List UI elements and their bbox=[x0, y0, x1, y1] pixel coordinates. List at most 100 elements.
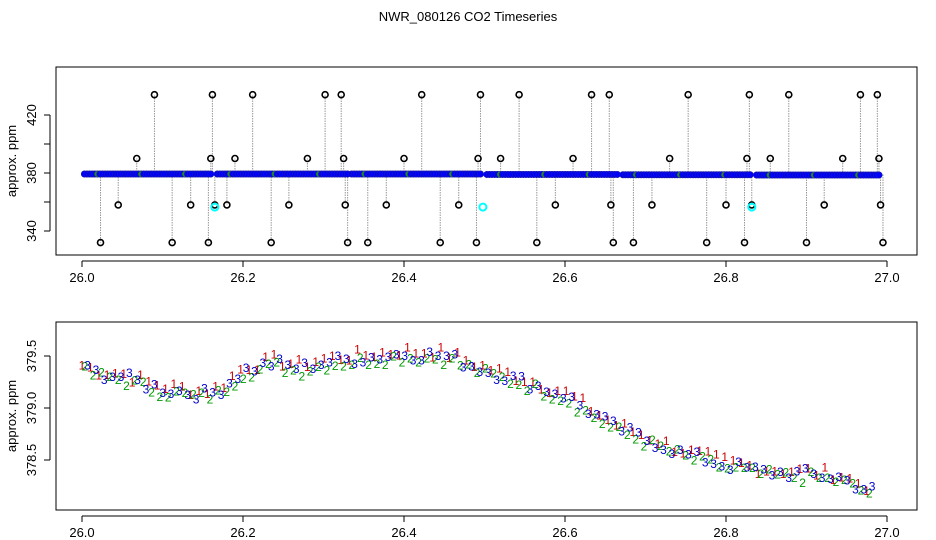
series-1-point: 1 bbox=[262, 350, 269, 364]
series-1-point: 1 bbox=[229, 369, 236, 383]
outlier-point bbox=[743, 154, 751, 163]
series-2-point: 2 bbox=[591, 411, 598, 425]
series-2-point: 2 bbox=[490, 367, 497, 381]
series-1-point: 1 bbox=[312, 355, 319, 369]
series-3-point: 3 bbox=[393, 348, 400, 362]
series-1-point: 1 bbox=[429, 351, 436, 365]
series-1-point: 1 bbox=[579, 391, 586, 405]
series-2-point: 2 bbox=[424, 352, 431, 366]
series-3-point: 3 bbox=[593, 407, 600, 421]
series-1-point: 1 bbox=[563, 384, 570, 398]
series-3-point: 3 bbox=[493, 373, 500, 387]
series-1-point: 1 bbox=[162, 382, 169, 396]
series-1-point: 1 bbox=[504, 365, 511, 379]
series-2-point: 2 bbox=[399, 355, 406, 369]
series-3-point: 3 bbox=[118, 370, 125, 384]
series-2-point: 2 bbox=[674, 443, 681, 457]
series-2-point: 2 bbox=[415, 356, 422, 370]
series-2-point: 2 bbox=[182, 386, 189, 400]
series-3-point: 3 bbox=[535, 379, 542, 393]
series-1-point: 1 bbox=[246, 363, 253, 377]
outlier-point bbox=[168, 238, 176, 247]
series-1-point: 1 bbox=[471, 360, 478, 374]
series-3-point: 3 bbox=[168, 387, 175, 401]
series-2-point: 2 bbox=[716, 461, 723, 475]
outlier-point bbox=[150, 90, 159, 99]
series-1-point: 1 bbox=[145, 374, 152, 388]
series-3-point: 3 bbox=[410, 353, 417, 367]
series-1-point: 1 bbox=[446, 351, 453, 365]
series-3-point: 3 bbox=[552, 387, 559, 401]
series-3-point: 3 bbox=[635, 426, 642, 440]
series-3-point: 3 bbox=[276, 352, 283, 366]
series-3-point: 3 bbox=[259, 356, 266, 370]
outlier-point bbox=[454, 201, 463, 209]
outlier-point bbox=[496, 154, 505, 163]
series-1-point: 1 bbox=[546, 386, 553, 400]
chart-title: NWR_080126 CO2 Timeseries bbox=[378, 9, 558, 24]
outlier-point bbox=[875, 154, 883, 163]
outlier-point bbox=[400, 154, 408, 163]
series-1-point: 1 bbox=[104, 368, 111, 382]
series-2-point: 2 bbox=[257, 362, 264, 376]
series-2-point: 2 bbox=[123, 379, 130, 393]
lower-x-tick-label: 26.0 bbox=[69, 525, 94, 540]
series-2-point: 2 bbox=[566, 397, 573, 411]
outlier-point bbox=[248, 90, 257, 99]
series-1-point: 1 bbox=[771, 465, 778, 479]
series-3-point: 3 bbox=[794, 464, 801, 478]
series-1-point: 1 bbox=[688, 443, 695, 457]
series-3-point: 3 bbox=[176, 384, 183, 398]
outlier-point bbox=[223, 201, 231, 209]
series-1-point: 1 bbox=[221, 381, 228, 395]
series-3-point: 3 bbox=[343, 352, 350, 366]
series-1-point: 1 bbox=[387, 347, 394, 361]
lower-x-tick-label: 26.8 bbox=[713, 525, 738, 540]
series-2-point: 2 bbox=[207, 393, 214, 407]
series-3-point: 3 bbox=[810, 467, 817, 481]
series-3-point: 3 bbox=[510, 369, 517, 383]
series-2-point: 2 bbox=[707, 453, 714, 467]
outlier-point bbox=[207, 154, 215, 163]
series-2-point: 2 bbox=[148, 385, 155, 399]
outlier-point bbox=[856, 90, 865, 99]
outlier-point bbox=[784, 90, 793, 99]
series-1-point: 1 bbox=[120, 367, 127, 381]
series-2-point: 2 bbox=[657, 439, 664, 453]
series-3-point: 3 bbox=[126, 366, 133, 380]
series-2-point: 2 bbox=[407, 352, 414, 366]
series-1-point: 1 bbox=[571, 390, 578, 404]
series-2-point: 2 bbox=[248, 371, 255, 385]
outlier-point bbox=[208, 90, 217, 99]
series-2-point: 2 bbox=[140, 375, 147, 389]
series-2-point: 2 bbox=[81, 359, 88, 373]
series-3-point: 3 bbox=[401, 349, 408, 363]
series-3-point: 3 bbox=[869, 479, 876, 493]
series-2-point: 2 bbox=[457, 358, 464, 372]
series-1-point: 1 bbox=[346, 354, 353, 368]
series-3-point: 3 bbox=[109, 370, 116, 384]
series-2-point: 2 bbox=[332, 359, 339, 373]
outlier-point bbox=[684, 90, 692, 99]
upper-y-tick-label: 380 bbox=[24, 162, 39, 184]
series-1-point: 1 bbox=[479, 358, 486, 372]
series-1-point: 1 bbox=[87, 360, 94, 374]
lower-y-tick-label: 379.5 bbox=[24, 340, 39, 373]
series-1-point: 1 bbox=[337, 353, 344, 367]
series-2-point: 2 bbox=[641, 439, 648, 453]
series-1-point: 1 bbox=[696, 444, 703, 458]
outlier-point bbox=[515, 90, 523, 99]
series-3-point: 3 bbox=[468, 360, 475, 374]
series-2-point: 2 bbox=[557, 394, 564, 408]
series-3-point: 3 bbox=[368, 350, 375, 364]
series-2-point: 2 bbox=[465, 358, 472, 372]
upper-y-tick-label: 340 bbox=[24, 220, 39, 242]
series-3-point: 3 bbox=[209, 385, 216, 399]
series-2-point: 2 bbox=[774, 467, 781, 481]
series-2-point: 2 bbox=[766, 463, 773, 477]
highlight-point bbox=[478, 202, 488, 212]
series-3-point: 3 bbox=[702, 456, 709, 470]
upper-y-axis-title: approx. ppm bbox=[4, 125, 19, 197]
series-1-point: 1 bbox=[671, 445, 678, 459]
series-2-point: 2 bbox=[791, 471, 798, 485]
